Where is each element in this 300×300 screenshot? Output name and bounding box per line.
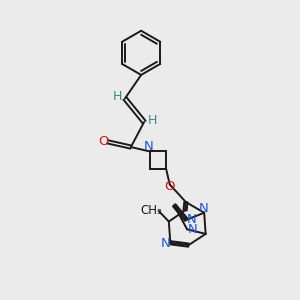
Text: N: N [144,140,154,153]
Text: CH₃: CH₃ [140,204,162,217]
Text: O: O [98,135,109,148]
Text: H: H [148,114,157,127]
Text: N: N [199,202,209,214]
Text: N: N [161,236,170,250]
Text: H: H [112,91,122,103]
Text: O: O [164,180,175,193]
Text: N: N [187,213,196,226]
Text: N: N [188,223,197,236]
